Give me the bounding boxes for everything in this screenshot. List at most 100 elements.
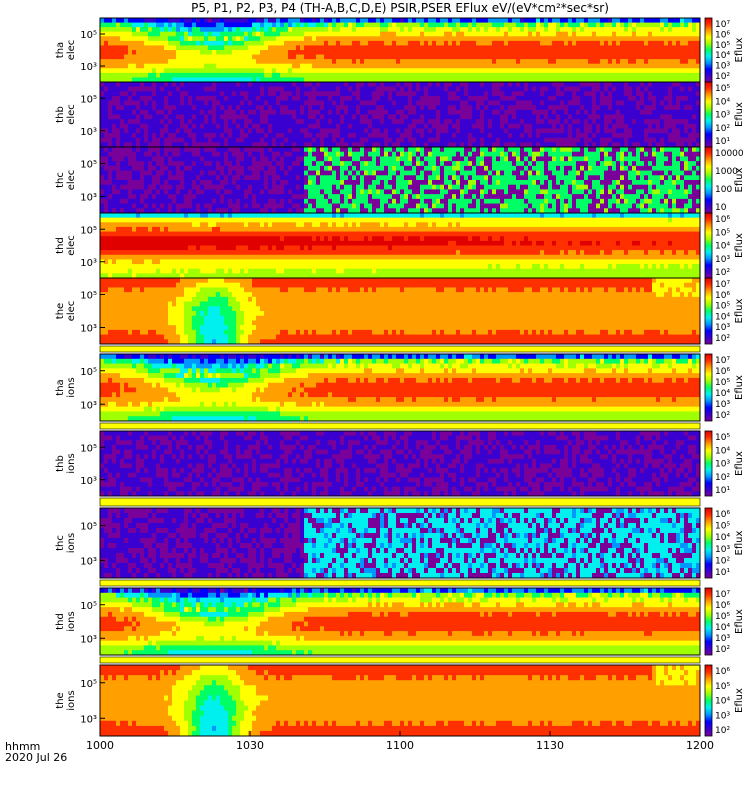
heatmap-cell xyxy=(356,109,361,115)
heatmap-cell xyxy=(340,137,345,143)
heatmap-cell xyxy=(264,208,269,214)
heatmap-cell xyxy=(268,137,273,143)
heatmap-cell xyxy=(200,133,205,139)
heatmap-cell xyxy=(368,54,373,60)
heatmap-cell xyxy=(516,114,521,120)
heatmap-cell xyxy=(684,123,689,129)
heatmap-cell xyxy=(252,147,257,153)
heatmap-cell xyxy=(368,36,373,42)
heatmap-cell xyxy=(308,31,313,37)
heatmap-cell xyxy=(176,194,181,200)
heatmap-cell xyxy=(500,27,505,33)
heatmap-cell xyxy=(336,142,341,148)
heatmap-cell xyxy=(456,86,461,92)
heatmap-cell xyxy=(268,180,273,186)
heatmap-cell xyxy=(516,91,521,97)
heatmap-cell xyxy=(484,133,489,139)
heatmap-cell xyxy=(360,63,365,69)
heatmap-cell xyxy=(648,22,653,28)
heatmap-cell xyxy=(128,123,133,129)
heatmap-cell xyxy=(224,170,229,176)
heatmap-cell xyxy=(364,128,369,134)
heatmap-cell xyxy=(264,50,269,56)
heatmap-cell xyxy=(264,59,269,65)
heatmap-cell xyxy=(204,198,209,205)
heatmap-cell xyxy=(440,45,445,51)
heatmap-cell xyxy=(436,142,441,148)
heatmap-cell xyxy=(692,86,697,92)
heatmap-cell xyxy=(472,40,477,46)
heatmap-cell xyxy=(120,72,125,78)
heatmap-cell xyxy=(448,18,453,24)
heatmap-cell xyxy=(616,109,621,115)
heatmap-cell xyxy=(116,91,121,97)
heatmap-cell xyxy=(128,128,133,134)
heatmap-cell xyxy=(172,82,177,88)
heatmap-cell xyxy=(208,189,213,195)
heatmap-cell xyxy=(324,18,329,24)
heatmap-cell xyxy=(144,175,149,181)
heatmap-cell xyxy=(524,91,529,97)
heatmap-cell xyxy=(140,95,145,102)
heatmap-cell xyxy=(364,95,369,102)
heatmap-cell xyxy=(300,68,305,74)
heatmap-cell xyxy=(244,123,249,129)
heatmap-cell xyxy=(284,184,289,190)
heatmap-cell xyxy=(484,36,489,42)
heatmap-cell xyxy=(320,95,325,102)
heatmap-cell xyxy=(152,198,157,205)
heatmap-cell xyxy=(612,91,617,97)
heatmap-cell xyxy=(140,170,145,176)
heatmap-cell xyxy=(228,175,233,181)
heatmap-cell xyxy=(620,95,625,102)
heatmap-cell xyxy=(408,142,413,148)
heatmap-cell xyxy=(568,72,573,78)
heatmap-cell xyxy=(644,31,649,37)
heatmap-cell xyxy=(296,77,301,83)
heatmap-cell xyxy=(240,161,245,167)
heatmap-cell xyxy=(108,18,113,24)
heatmap-cell xyxy=(516,142,521,148)
heatmap-cell xyxy=(484,128,489,134)
heatmap-cell xyxy=(504,137,509,143)
heatmap-cell xyxy=(156,170,161,176)
heatmap-cell xyxy=(248,156,253,162)
heatmap-cell xyxy=(528,105,533,111)
heatmap-cell xyxy=(144,72,149,78)
heatmap-cell xyxy=(604,86,609,92)
heatmap-cell xyxy=(680,91,685,97)
heatmap-cell xyxy=(348,40,353,46)
heatmap-cell xyxy=(548,119,553,125)
heatmap-cell xyxy=(536,31,541,37)
heatmap-cell xyxy=(484,59,489,65)
heatmap-cell xyxy=(360,91,365,97)
heatmap-cell xyxy=(256,184,261,190)
heatmap-cell xyxy=(260,128,265,134)
heatmap-cell xyxy=(172,86,177,92)
heatmap-cell xyxy=(576,22,581,28)
heatmap-cell xyxy=(128,189,133,195)
heatmap-cell xyxy=(480,119,485,125)
heatmap-cell xyxy=(248,18,253,24)
heatmap-cell xyxy=(136,22,141,28)
heatmap-cell xyxy=(408,63,413,69)
heatmap-cell xyxy=(172,68,177,74)
heatmap-cell xyxy=(132,22,137,28)
heatmap-cell xyxy=(248,100,253,106)
heatmap-cell xyxy=(328,36,333,42)
heatmap-cell xyxy=(292,156,297,162)
heatmap-cell xyxy=(624,59,629,65)
heatmap-cell xyxy=(136,109,141,115)
heatmap-cell xyxy=(296,203,301,209)
heatmap-cell xyxy=(164,208,169,214)
heatmap-cell xyxy=(240,119,245,125)
heatmap-cell xyxy=(112,194,117,200)
heatmap-cell xyxy=(628,27,633,33)
heatmap-cell xyxy=(332,128,337,134)
heatmap-cell xyxy=(208,68,213,74)
heatmap-cell xyxy=(624,119,629,125)
heatmap-cell xyxy=(252,180,257,186)
heatmap-cell xyxy=(652,128,657,134)
heatmap-cell xyxy=(584,63,589,69)
heatmap-cell xyxy=(464,142,469,148)
